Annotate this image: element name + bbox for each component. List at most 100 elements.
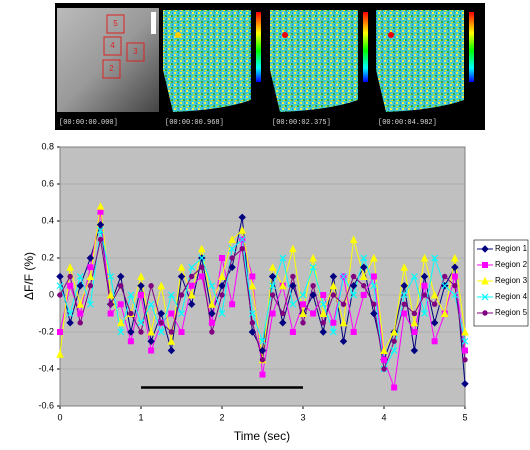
marker <box>400 291 408 299</box>
marker <box>219 292 225 298</box>
marker <box>280 310 286 317</box>
x-tick-label: 1 <box>138 412 143 422</box>
marker <box>228 245 236 253</box>
marker <box>137 282 145 290</box>
region-label: 5 <box>113 19 118 28</box>
marker <box>360 263 368 271</box>
legend-label: Region 2 <box>495 260 528 269</box>
marker <box>208 319 215 326</box>
y-tick-label: 0.6 <box>41 178 54 188</box>
marker <box>289 300 297 308</box>
marker <box>66 319 74 327</box>
marker <box>299 309 307 317</box>
marker <box>86 272 95 280</box>
marker <box>289 282 297 290</box>
marker <box>239 246 245 252</box>
marker <box>401 301 407 307</box>
marker <box>371 301 377 307</box>
color-bar <box>363 12 368 82</box>
marker <box>127 291 135 299</box>
marker <box>300 320 306 326</box>
marker <box>300 301 306 308</box>
marker <box>370 253 378 262</box>
marker <box>279 254 287 262</box>
y-axis-label: ΔF/F (%) <box>22 252 36 300</box>
marker <box>147 337 155 345</box>
marker <box>269 282 277 290</box>
marker <box>462 357 468 363</box>
marker <box>188 282 195 289</box>
marker <box>157 328 165 336</box>
marker <box>349 282 358 290</box>
marker <box>76 273 84 280</box>
marker <box>258 346 267 355</box>
marker <box>208 300 216 308</box>
marker <box>208 282 216 290</box>
marker <box>127 328 135 336</box>
marker <box>430 290 439 299</box>
marker <box>278 281 287 290</box>
marker <box>228 263 236 271</box>
marker <box>391 384 398 391</box>
marker <box>269 310 276 317</box>
marker <box>330 319 337 326</box>
y-tick-label: 0.4 <box>41 215 54 225</box>
marker <box>381 366 387 372</box>
marker <box>137 272 145 280</box>
marker <box>451 273 458 280</box>
marker <box>67 282 74 289</box>
region-label: 3 <box>133 47 138 56</box>
marker <box>148 283 154 289</box>
marker <box>380 346 388 354</box>
marker <box>381 356 387 363</box>
marker <box>309 263 317 271</box>
region-box <box>103 36 122 56</box>
marker <box>248 310 256 317</box>
color-bar <box>256 12 261 82</box>
marker <box>107 273 115 280</box>
marker <box>228 235 236 243</box>
marker <box>299 291 307 299</box>
y-tick-label: 0 <box>49 289 54 299</box>
marker <box>56 350 64 358</box>
x-tick-label: 0 <box>57 412 62 422</box>
marker <box>411 310 418 317</box>
image-strip: 5 4 3 2 [00:00:00.000] [00:00:00.968] [00:00:0… <box>55 3 485 130</box>
marker <box>57 329 63 335</box>
marker <box>218 272 226 280</box>
marker <box>259 371 266 378</box>
marker <box>340 273 347 280</box>
marker <box>319 300 327 308</box>
marker <box>157 281 166 290</box>
marker <box>147 300 155 308</box>
marker <box>198 273 205 280</box>
marker <box>148 347 155 354</box>
marker <box>199 264 205 270</box>
marker <box>309 291 317 299</box>
region-label: 4 <box>110 41 115 50</box>
legend-label: Region 3 <box>495 276 528 285</box>
marker <box>268 272 277 281</box>
marker <box>97 226 104 234</box>
y-tick-label: 0.8 <box>41 141 54 151</box>
legend-label: Region 1 <box>495 244 528 253</box>
marker <box>188 273 195 280</box>
marker <box>76 282 84 290</box>
marker <box>370 282 378 290</box>
marker <box>350 291 358 299</box>
marker <box>391 338 397 344</box>
y-tick-label: -0.6 <box>38 400 54 410</box>
marker <box>56 272 64 281</box>
x-axis-label: Time (sec) <box>234 429 290 443</box>
marker <box>431 301 438 307</box>
marker <box>431 338 438 345</box>
marker <box>127 338 134 345</box>
marker <box>461 380 469 388</box>
region-box <box>106 14 125 34</box>
marker <box>452 283 458 289</box>
marker <box>400 263 409 271</box>
marker <box>410 318 419 327</box>
marker <box>97 236 104 243</box>
marker <box>116 318 125 327</box>
